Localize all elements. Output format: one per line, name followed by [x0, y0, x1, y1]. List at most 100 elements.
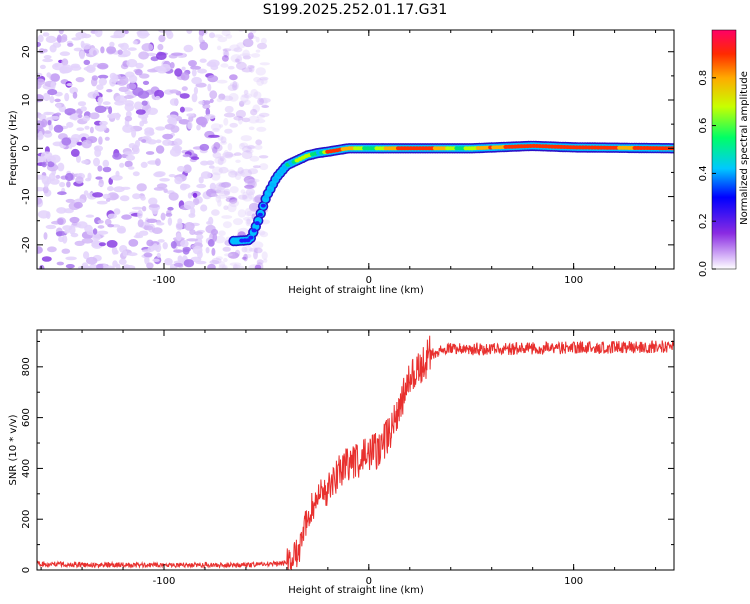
noise-blob	[163, 188, 168, 194]
noise-blob	[57, 162, 65, 172]
x-tick-label: 100	[564, 576, 583, 587]
noise-blob	[248, 247, 258, 252]
noise-blob	[97, 74, 109, 79]
noise-blob	[69, 216, 80, 224]
noise-blob	[239, 53, 252, 57]
noise-blob	[241, 150, 253, 160]
noise-blob	[254, 144, 263, 150]
noise-blob	[208, 134, 220, 138]
noise-blob	[96, 84, 104, 91]
noise-blob	[219, 124, 224, 128]
ridge-core	[263, 194, 269, 199]
noise-blob	[143, 225, 154, 231]
noise-blob	[125, 71, 135, 78]
noise-blob	[198, 30, 205, 37]
noise-blob	[106, 46, 117, 54]
noise-blob	[59, 51, 71, 56]
noise-blob	[167, 217, 173, 226]
noise-blob	[83, 66, 96, 72]
noise-blob	[43, 181, 49, 188]
noise-blob	[218, 264, 228, 269]
noise-blob	[47, 161, 55, 168]
noise-blob	[186, 113, 195, 117]
noise-blob	[191, 76, 203, 85]
noise-blob	[225, 196, 235, 200]
noise-blob	[255, 36, 260, 43]
noise-blob	[241, 145, 252, 153]
noise-blob	[218, 261, 226, 268]
noise-blob	[238, 116, 243, 125]
noise-blob	[52, 62, 65, 71]
noise-blob	[223, 150, 229, 159]
noise-blob	[39, 264, 45, 269]
noise-blob	[259, 98, 268, 106]
noise-blob	[229, 44, 241, 52]
noise-blob	[230, 170, 238, 175]
noise-blob	[209, 98, 214, 103]
noise-blob	[42, 48, 48, 53]
noise-blob	[123, 95, 134, 99]
noise-blob	[233, 263, 238, 269]
noise-blob	[76, 127, 85, 131]
colorbar-tick-label: 0.4	[698, 165, 709, 181]
noise-blob	[207, 239, 215, 247]
noise-blob	[165, 212, 173, 217]
noise-blob	[236, 42, 246, 49]
noise-blob	[188, 60, 197, 67]
noise-blob	[126, 83, 137, 90]
noise-blob	[162, 242, 168, 250]
noise-blob	[37, 187, 45, 192]
y-tick-label: 600	[21, 408, 32, 427]
snr-series-line	[37, 335, 674, 570]
noise-blob	[119, 195, 130, 202]
noise-blob	[131, 128, 137, 138]
noise-blob	[84, 125, 90, 130]
noise-blob	[199, 143, 210, 151]
y-tick-label: 0	[21, 145, 32, 151]
noise-blob	[253, 250, 258, 260]
noise-blob	[211, 247, 216, 256]
noise-blob	[47, 89, 58, 96]
noise-blob	[200, 171, 212, 179]
colorbar: 0.0 0.2 0.4 0.6 0.8 Normalized spectral ampl…	[698, 29, 750, 277]
noise-blob	[228, 199, 239, 208]
noise-blob	[225, 153, 237, 157]
noise-blob	[66, 181, 71, 188]
noise-blob	[37, 156, 44, 162]
noise-blob	[137, 209, 143, 219]
noise-blob	[139, 120, 145, 127]
noise-blob	[229, 186, 239, 194]
noise-blob	[209, 90, 218, 99]
noise-blob	[70, 232, 79, 238]
noise-blob	[59, 181, 66, 188]
noise-blob	[222, 95, 234, 102]
noise-blob	[177, 218, 183, 224]
noise-blob	[175, 232, 182, 242]
noise-blob	[251, 241, 264, 249]
noise-blob	[206, 160, 215, 166]
noise-blob	[162, 139, 173, 146]
noise-blob	[183, 44, 194, 53]
noise-blob	[50, 73, 60, 82]
noise-blob	[156, 252, 161, 258]
noise-blob	[214, 156, 227, 165]
snr-axes: -100 0 100 0 200 400 600 800	[21, 330, 674, 587]
noise-blob	[230, 197, 238, 202]
noise-blob	[192, 245, 203, 255]
noise-blob	[68, 143, 73, 149]
noise-blob	[198, 176, 204, 184]
noise-blob	[220, 181, 232, 188]
noise-blob	[218, 93, 226, 100]
noise-blob	[148, 197, 158, 206]
noise-blob	[187, 121, 193, 130]
noise-blob	[46, 72, 51, 78]
noise-blob	[61, 58, 69, 67]
noise-blob	[141, 100, 148, 106]
noise-blob	[43, 55, 52, 59]
ridge-core	[276, 172, 282, 177]
noise-blob	[137, 219, 144, 228]
noise-blob	[124, 160, 133, 168]
noise-blob	[37, 210, 50, 219]
noise-blob	[205, 107, 211, 117]
noise-blob	[223, 50, 230, 58]
